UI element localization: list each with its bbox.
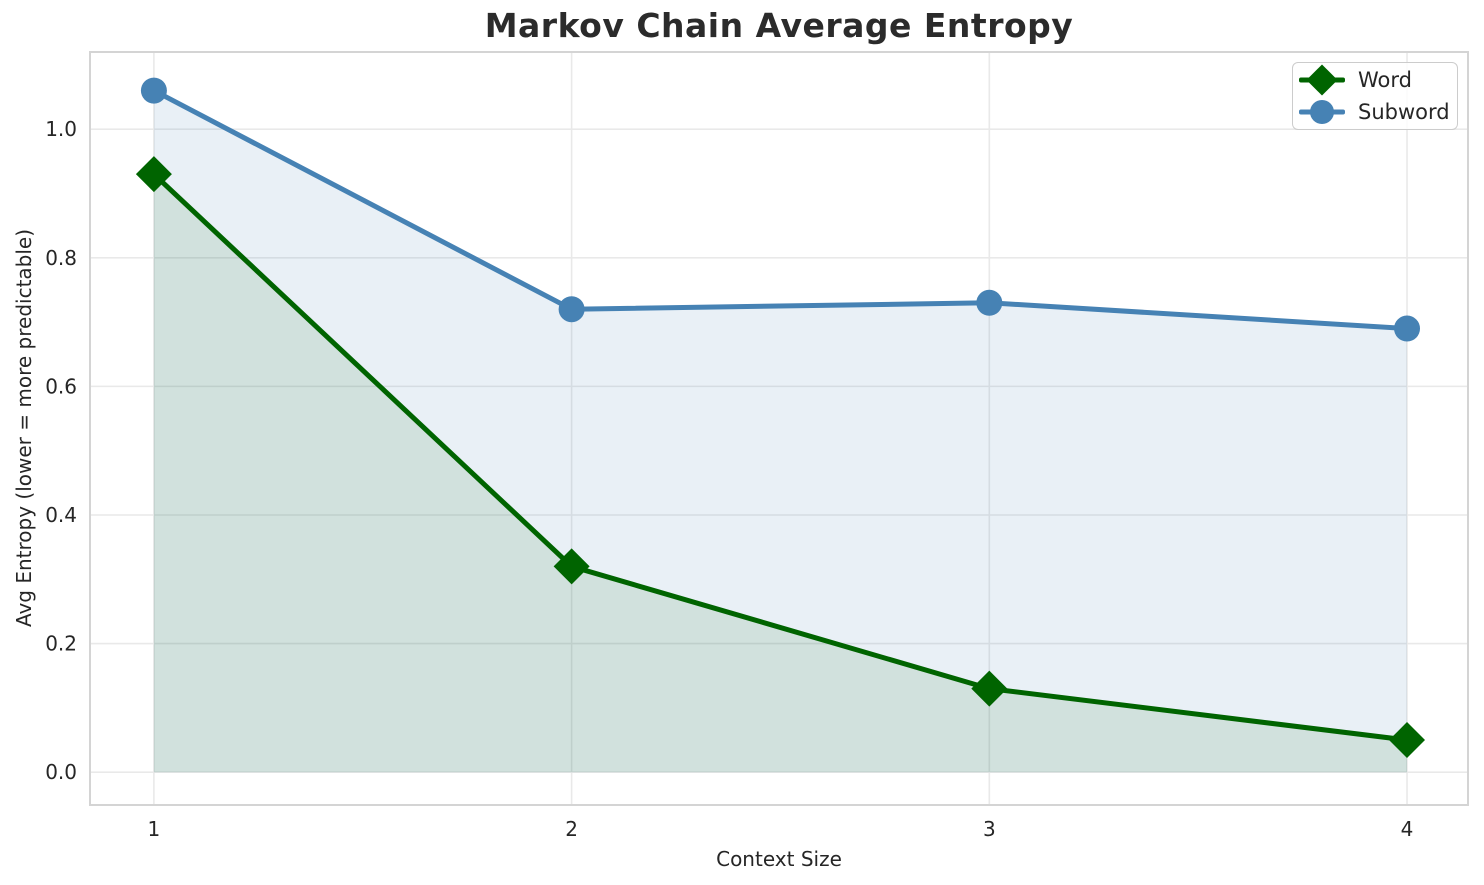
- subword-line: [151, 88, 1410, 332]
- legend-subword-label: Subword: [1358, 100, 1450, 124]
- legend-item-word: Word: [1299, 64, 1457, 96]
- legend-subword-marker: [1299, 96, 1345, 128]
- y-tick-label: 0.0: [45, 760, 77, 784]
- y-tick-label: 0.6: [45, 374, 77, 398]
- axes-spine: [89, 51, 1469, 806]
- word-point-marker: [135, 156, 172, 193]
- y-tick-label: 0.2: [45, 632, 77, 656]
- legend-subword-circle-icon: [1310, 100, 1334, 124]
- x-axis-label: Context Size: [716, 847, 842, 871]
- x-tick-label: 1: [148, 817, 161, 841]
- x-tick-label: 4: [1401, 817, 1414, 841]
- legend-item-subword: Subword: [1299, 96, 1457, 128]
- legend-word-marker: [1299, 64, 1345, 96]
- legend-word-diamond-icon: [1306, 64, 1338, 96]
- x-tick-label: 2: [565, 817, 578, 841]
- legend-word-label: Word: [1358, 68, 1412, 92]
- word-point-marker: [553, 548, 590, 585]
- word-point-marker: [971, 670, 1008, 707]
- legend: Word Subword: [1292, 62, 1458, 130]
- word-area-fill: [153, 174, 1408, 773]
- subword-point-marker: [976, 289, 1003, 316]
- subword-point-marker: [140, 77, 167, 104]
- y-axis-label: Avg Entropy (lower = more predictable): [12, 228, 36, 628]
- word-point-marker: [1389, 722, 1426, 759]
- subword-point-marker: [1394, 315, 1421, 342]
- chart-title: Markov Chain Average Entropy: [484, 6, 1074, 45]
- subword-point-marker: [558, 296, 585, 323]
- word-line: [151, 171, 1410, 743]
- x-tick-label: 3: [983, 817, 996, 841]
- y-tick-label: 0.4: [45, 503, 77, 527]
- y-tick-label: 0.8: [45, 246, 77, 270]
- y-tick-label: 1.0: [45, 117, 77, 141]
- subword-area-fill: [153, 90, 1408, 773]
